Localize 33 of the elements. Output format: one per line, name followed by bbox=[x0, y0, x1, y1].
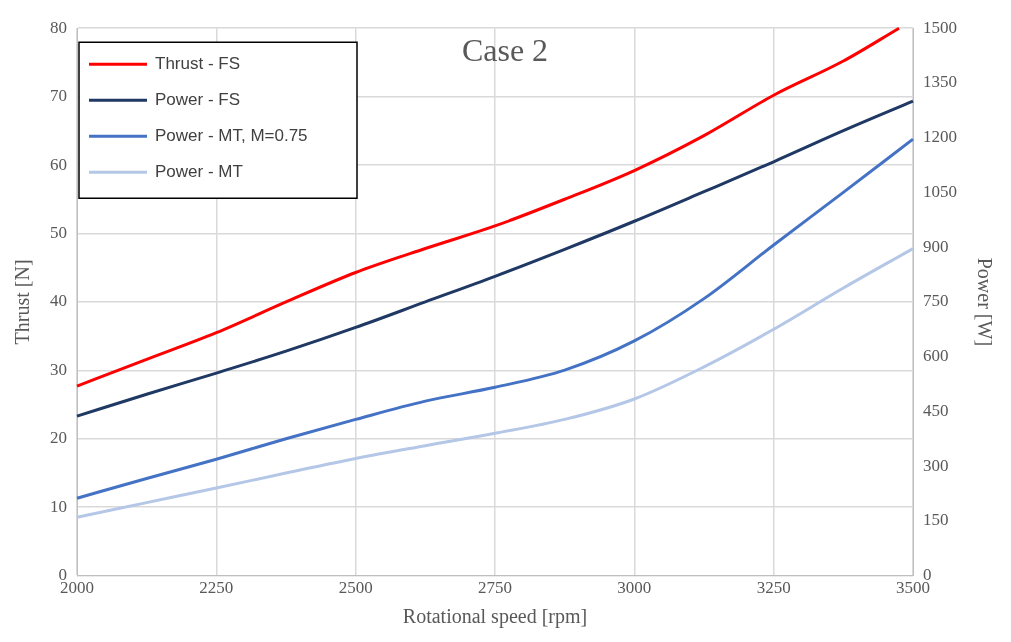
y-tick-label: 70 bbox=[50, 86, 67, 106]
y2-tick-label: 300 bbox=[923, 455, 949, 475]
chart-title: Case 2 bbox=[461, 31, 549, 68]
y-tick-label: 40 bbox=[50, 291, 67, 311]
y2-tick-label: 750 bbox=[923, 291, 949, 311]
y-tick-label: 10 bbox=[50, 496, 67, 516]
y-tick-label: 80 bbox=[50, 17, 67, 37]
x-axis-title: Rotational speed [rpm] bbox=[402, 605, 588, 629]
x-tick-label: 2500 bbox=[338, 578, 373, 598]
y-axis-title: Thrust [N] bbox=[11, 259, 34, 345]
y2-tick-label: 450 bbox=[923, 400, 949, 420]
y2-tick-label: 900 bbox=[923, 236, 949, 256]
y-tick-label: 30 bbox=[50, 359, 67, 379]
x-tick-label: 2750 bbox=[478, 578, 512, 598]
y2-axis-title: Power [W] bbox=[973, 257, 996, 347]
x-tick-label: 2250 bbox=[199, 578, 234, 598]
legend-label: Thrust - FS bbox=[155, 53, 241, 73]
legend-label: Power - MT, M=0.75 bbox=[155, 125, 308, 145]
y-tick-label: 20 bbox=[50, 428, 67, 448]
y2-tick-label: 1200 bbox=[923, 127, 957, 147]
x-tick-label: 3000 bbox=[617, 578, 652, 598]
y2-tick-label: 150 bbox=[923, 510, 949, 530]
y2-tick-label: 1500 bbox=[923, 17, 957, 37]
y2-tick-label: 600 bbox=[923, 346, 949, 366]
x-tick-label: 3250 bbox=[756, 578, 791, 598]
line-series bbox=[75, 26, 901, 388]
y-tick-label: 60 bbox=[50, 154, 67, 174]
legend-label: Power - MT bbox=[155, 161, 243, 181]
y-tick-label: 50 bbox=[50, 222, 67, 242]
legend-label: Power - FS bbox=[155, 89, 241, 109]
y2-tick-label: 1350 bbox=[923, 72, 957, 92]
y2-tick-label: 1050 bbox=[923, 181, 957, 201]
line-series bbox=[75, 247, 915, 519]
